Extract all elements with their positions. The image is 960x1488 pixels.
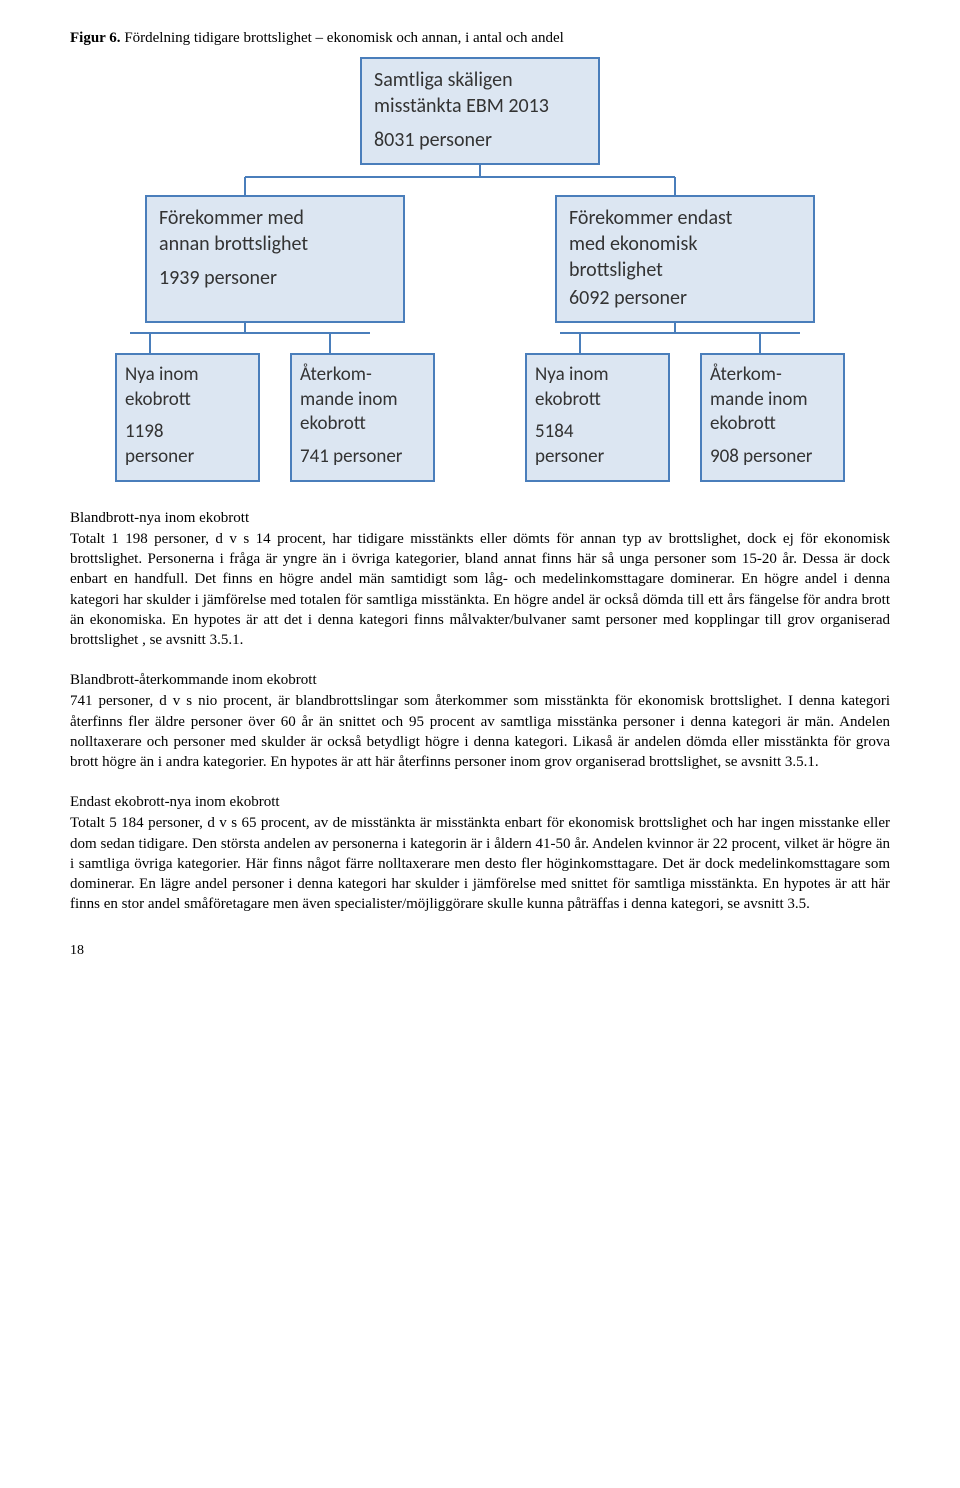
l3-2-s1: 741 personer — [300, 445, 425, 470]
l2-right-line3: brottslighet — [569, 257, 801, 283]
l2-left-line2: annan brottslighet — [159, 231, 391, 257]
org-diagram: Samtliga skäligen misstänkta EBM 2013 80… — [70, 57, 890, 482]
figure-label: Figur 6. — [70, 30, 121, 46]
root-line2: misstänkta EBM 2013 — [374, 93, 586, 119]
l3-3-s1: 5184 — [535, 420, 660, 445]
l3-3-l1: Nya inom — [535, 363, 660, 388]
section-text-2: 741 personer, d v s nio procent, är blan… — [70, 691, 890, 772]
l3-4-l3: ekobrott — [710, 412, 835, 437]
l2-right-sub: 6092 personer — [569, 285, 801, 311]
root-line1: Samtliga skäligen — [374, 67, 586, 93]
figure-caption-text: Fördelning tidigare brottslighet – ekono… — [124, 30, 563, 46]
page-number: 18 — [70, 943, 890, 959]
connector-1 — [70, 165, 890, 195]
l3-1-l1: Nya inom — [125, 363, 250, 388]
level3-box-4: Återkom- mande inom ekobrott 908 persone… — [700, 353, 845, 482]
l3-4-l2: mande inom — [710, 388, 835, 413]
section-heading-1: Blandbrott-nya inom ekobrott — [70, 510, 890, 527]
section-text-3: Totalt 5 184 personer, d v s 65 procent,… — [70, 813, 890, 914]
l3-1-l2: ekobrott — [125, 388, 250, 413]
diagram-root-box: Samtliga skäligen misstänkta EBM 2013 80… — [360, 57, 600, 165]
l3-2-l1: Återkom- — [300, 363, 425, 388]
level3-box-3: Nya inom ekobrott 5184 personer — [525, 353, 670, 482]
l3-2-l2: mande inom — [300, 388, 425, 413]
l2-right-line1: Förekommer endast — [569, 205, 801, 231]
root-sub: 8031 personer — [374, 127, 586, 153]
l3-1-s1: 1198 — [125, 420, 250, 445]
section-heading-3: Endast ekobrott-nya inom ekobrott — [70, 794, 890, 811]
level3-box-2: Återkom- mande inom ekobrott 741 persone… — [290, 353, 435, 482]
figure-caption: Figur 6. Fördelning tidigare brottslighe… — [70, 30, 890, 47]
l2-left-sub: 1939 personer — [159, 265, 391, 291]
l3-4-s1: 908 personer — [710, 445, 835, 470]
l2-right-line2: med ekonomisk — [569, 231, 801, 257]
level2-box-left: Förekommer med annan brottslighet 1939 p… — [145, 195, 405, 323]
l2-left-line1: Förekommer med — [159, 205, 391, 231]
l3-3-s2: personer — [535, 445, 660, 470]
level2-box-right: Förekommer endast med ekonomisk brottsli… — [555, 195, 815, 323]
section-text-1: Totalt 1 198 personer, d v s 14 procent,… — [70, 529, 890, 651]
l3-2-l3: ekobrott — [300, 412, 425, 437]
l3-1-s2: personer — [125, 445, 250, 470]
l3-3-l2: ekobrott — [535, 388, 660, 413]
l3-4-l1: Återkom- — [710, 363, 835, 388]
level3-box-1: Nya inom ekobrott 1198 personer — [115, 353, 260, 482]
section-heading-2: Blandbrott-återkommande inom ekobrott — [70, 672, 890, 689]
connector-2 — [70, 323, 890, 353]
